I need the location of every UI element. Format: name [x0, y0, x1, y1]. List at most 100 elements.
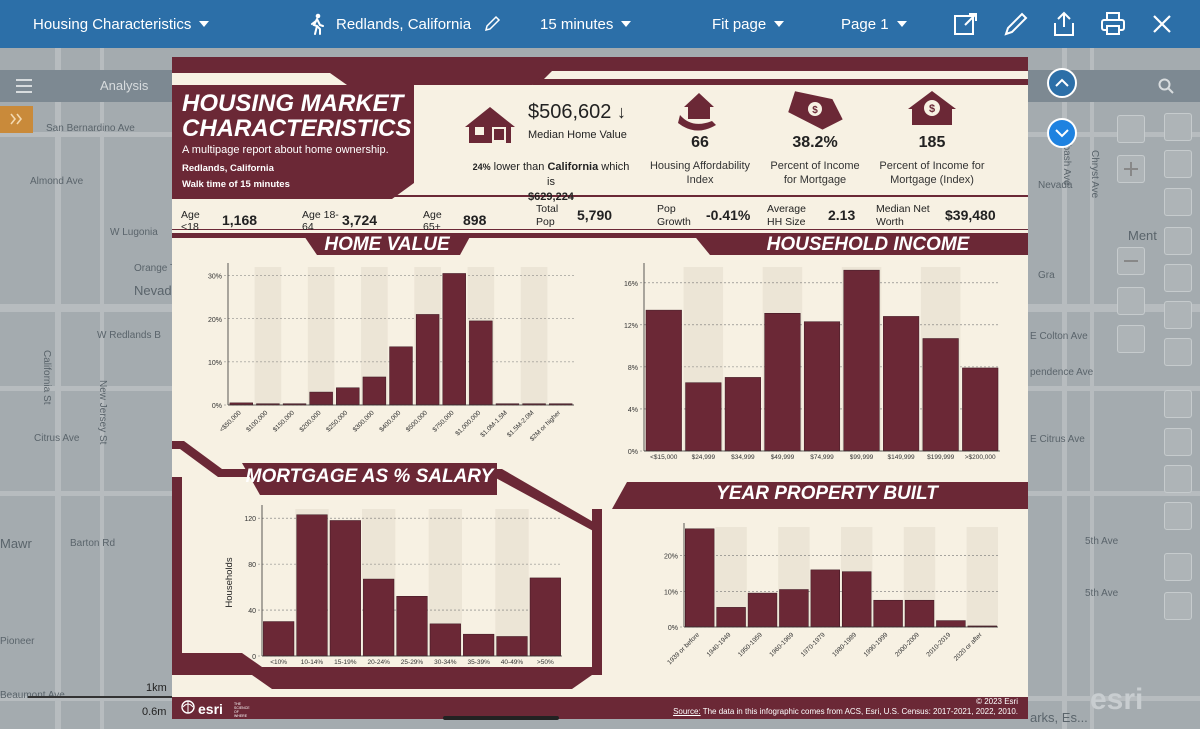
x-tick-label: 20-24% [367, 659, 390, 666]
x-tick-label: >50% [537, 659, 554, 666]
expand-panel-button[interactable] [0, 106, 33, 133]
map-zoom-out-button[interactable] [1117, 247, 1145, 275]
page-label: Page 1 [841, 15, 889, 33]
income-mortgage-index-caption: Percent of Income for Mortgage (Index) [866, 159, 998, 187]
side-tool-12[interactable] [1164, 553, 1192, 581]
chart-band [520, 267, 548, 405]
scroll-handle[interactable] [443, 716, 559, 720]
x-tick-label: 35-39% [467, 659, 490, 666]
print-icon[interactable] [1099, 10, 1127, 38]
demo-label-line: Pop [657, 203, 676, 215]
bar [362, 376, 387, 406]
demo-label-line: HH Size [767, 216, 806, 228]
zoom-label: Fit page [712, 15, 767, 33]
edit-pencil-icon[interactable] [1002, 10, 1030, 38]
x-tick-label: 1960-1969 [768, 631, 795, 658]
demo-label-line: Age [423, 209, 442, 221]
map-tool-button[interactable] [1117, 115, 1145, 143]
plus-icon [1124, 162, 1138, 176]
side-tool-9[interactable] [1164, 428, 1192, 456]
hamburger-menu-icon[interactable] [16, 79, 32, 93]
report-title-line-1: HOUSING MARKET [182, 90, 404, 117]
x-tick-label: $49,999 [771, 454, 795, 461]
compare-value: $629,224 [528, 191, 574, 203]
demo-label-total-pop: Total Pop [536, 203, 558, 229]
x-tick-label: $99,999 [850, 454, 874, 461]
house-coin-icon: $ [908, 91, 956, 125]
zoom-select[interactable]: Fit page [712, 0, 785, 48]
report-frame-graphics: $ $ 0%10%20%30%<$50,000 $100,000 $150,000 $… [172, 57, 1028, 719]
side-tool-13[interactable] [1164, 592, 1192, 620]
footer-source-link[interactable]: Source: [673, 707, 701, 716]
bar [922, 338, 959, 452]
home-value-chart: 0% 10% 20% 30% <$50,000 $100,000 $150,000 $200,… [208, 263, 574, 443]
home-button[interactable] [1117, 287, 1145, 315]
bar [496, 636, 528, 657]
share-icon[interactable] [1050, 10, 1078, 38]
close-icon[interactable] [1148, 10, 1176, 38]
side-tool-11[interactable] [1164, 502, 1192, 530]
page-down-button[interactable] [1047, 118, 1077, 148]
mortgage-salary-title: MORTGAGE AS % SALARY [245, 466, 494, 487]
bar [842, 571, 872, 628]
x-tick-label: $300,000 [352, 409, 376, 433]
demo-value-hh-size: 2.13 [828, 207, 856, 223]
demo-label-hh-size: Average HH Size [767, 203, 806, 229]
esri-logo-icon [181, 700, 195, 714]
map-label: Orange Tr [134, 263, 180, 274]
bar [764, 313, 801, 452]
demo-label-age-65-plus: Age 65+ [423, 209, 442, 233]
pencil-icon[interactable] [483, 15, 501, 33]
x-tick-label: <$50,000 [218, 409, 243, 434]
y-tick-label: 20% [664, 554, 678, 561]
x-tick-label: 1980-1989 [831, 631, 858, 658]
walk-time-label: 15 minutes [540, 15, 614, 33]
demo-value-age-under-18: 1,168 [222, 212, 258, 228]
median-home-value-label: Median Home Value [528, 129, 627, 141]
map-label: San Bernardino Ave [46, 123, 135, 134]
page-up-button[interactable] [1047, 68, 1077, 98]
income-mortgage-index-value: 185 [918, 134, 946, 151]
demo-value-total-pop: 5,790 [577, 207, 613, 223]
chevron-up-icon [1055, 78, 1069, 87]
chevron-down-icon [1055, 129, 1069, 138]
minus-icon [1124, 260, 1138, 262]
map-zoom-in-button[interactable] [1117, 155, 1145, 183]
map-label: Mawr [0, 536, 32, 551]
open-external-icon[interactable] [952, 10, 980, 38]
x-tick-label: $1,000,000 [454, 409, 482, 437]
income-mortgage-percent-caption: Percent of Income for Mortgage [755, 159, 875, 187]
x-tick-label: 1950-1959 [737, 631, 764, 658]
report-subtitle: A multipage report about home ownership. [182, 144, 389, 156]
x-tick-label: $750,000 [432, 409, 456, 433]
walking-person-icon [311, 13, 324, 35]
search-icon[interactable] [1158, 78, 1174, 94]
side-tool-7[interactable] [1164, 338, 1192, 366]
bar [263, 621, 295, 657]
side-tool-8[interactable] [1164, 390, 1192, 418]
caption-line: Housing Affordability [649, 160, 751, 172]
side-tool-4[interactable] [1164, 227, 1192, 255]
side-tool-1[interactable] [1164, 113, 1192, 141]
compare-pct: 24% [472, 162, 491, 172]
location-selector[interactable]: Redlands, California [308, 0, 501, 48]
walk-time-select[interactable]: 15 minutes [540, 0, 632, 48]
median-home-value: $506,602 ↓ [528, 101, 626, 124]
scale-km-label: 1km [146, 682, 167, 694]
side-tool-3[interactable] [1164, 188, 1192, 216]
side-tool-10[interactable] [1164, 465, 1192, 493]
report-place: Redlands, California [182, 163, 274, 174]
bar [396, 596, 428, 657]
report-select[interactable]: Housing Characteristics [33, 0, 210, 48]
side-tool-5[interactable] [1164, 264, 1192, 292]
x-tick-label: 30-34% [434, 659, 457, 666]
footer-source: Source: The data in this infographic com… [673, 707, 1018, 716]
analysis-tab[interactable]: Analysis [100, 78, 149, 93]
locate-button[interactable] [1117, 325, 1145, 353]
bar [883, 316, 920, 452]
page-select[interactable]: Page 1 [841, 0, 907, 48]
bar [309, 391, 333, 406]
median-home-value-number: $506,602 [528, 101, 612, 123]
side-tool-2[interactable] [1164, 150, 1192, 178]
side-tool-6[interactable] [1164, 301, 1192, 329]
